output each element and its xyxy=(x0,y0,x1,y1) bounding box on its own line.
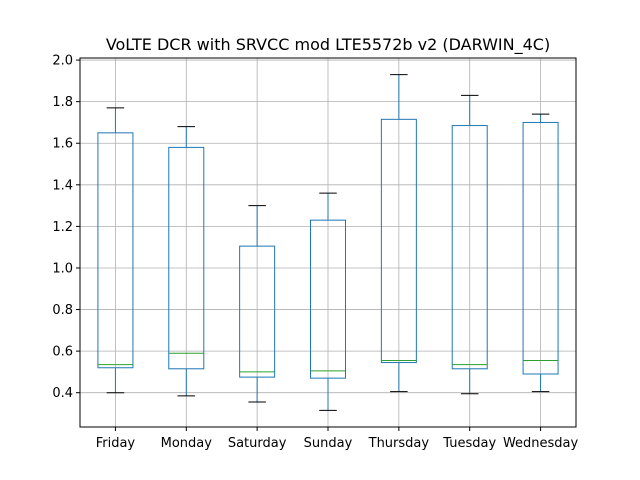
box-iqr xyxy=(168,146,205,370)
y-tick-label: 1.6 xyxy=(52,137,73,152)
chart-title: VoLTE DCR with SRVCC mod LTE5572b v2 (DA… xyxy=(106,35,550,55)
box-iqr xyxy=(310,219,346,379)
box-series xyxy=(97,74,559,411)
y-tick-label: 1.0 xyxy=(52,261,73,276)
box-iqr xyxy=(451,125,488,370)
x-tick-label: Tuesday xyxy=(442,436,496,451)
box-iqr xyxy=(239,245,276,378)
y-tick-label: 2.0 xyxy=(52,54,73,69)
box-tuesday xyxy=(451,94,488,395)
x-tick-label: Thursday xyxy=(368,436,430,451)
box-friday xyxy=(97,107,134,394)
box-thursday xyxy=(380,74,417,393)
x-tick-label: Monday xyxy=(161,436,213,451)
y-tick-label: 1.2 xyxy=(52,220,73,235)
x-tick-label: Friday xyxy=(96,436,136,451)
box-iqr xyxy=(380,118,417,364)
y-tick-label: 0.8 xyxy=(52,303,73,318)
y-tick-label: 0.6 xyxy=(52,345,73,360)
tick-labels: 0.4 0.6 0.8 1.0 1.2 1.4 1.6 1.8 2.0 Friday Monday S… xyxy=(52,54,578,451)
box-monday xyxy=(168,126,205,397)
grid-lines xyxy=(80,58,576,427)
x-tick-label: Wednesday xyxy=(503,436,579,451)
box-iqr xyxy=(97,132,134,369)
y-tick-label: 1.4 xyxy=(52,178,73,193)
box-saturday xyxy=(239,205,276,403)
box-wednesday xyxy=(522,113,559,393)
x-tick-label: Sunday xyxy=(304,436,353,451)
x-tick-label: Saturday xyxy=(228,436,287,451)
y-tick-label: 1.8 xyxy=(52,95,73,110)
y-tick-label: 0.4 xyxy=(52,386,73,401)
box-sunday xyxy=(310,192,346,411)
box-iqr xyxy=(522,121,559,375)
axes xyxy=(76,57,577,431)
